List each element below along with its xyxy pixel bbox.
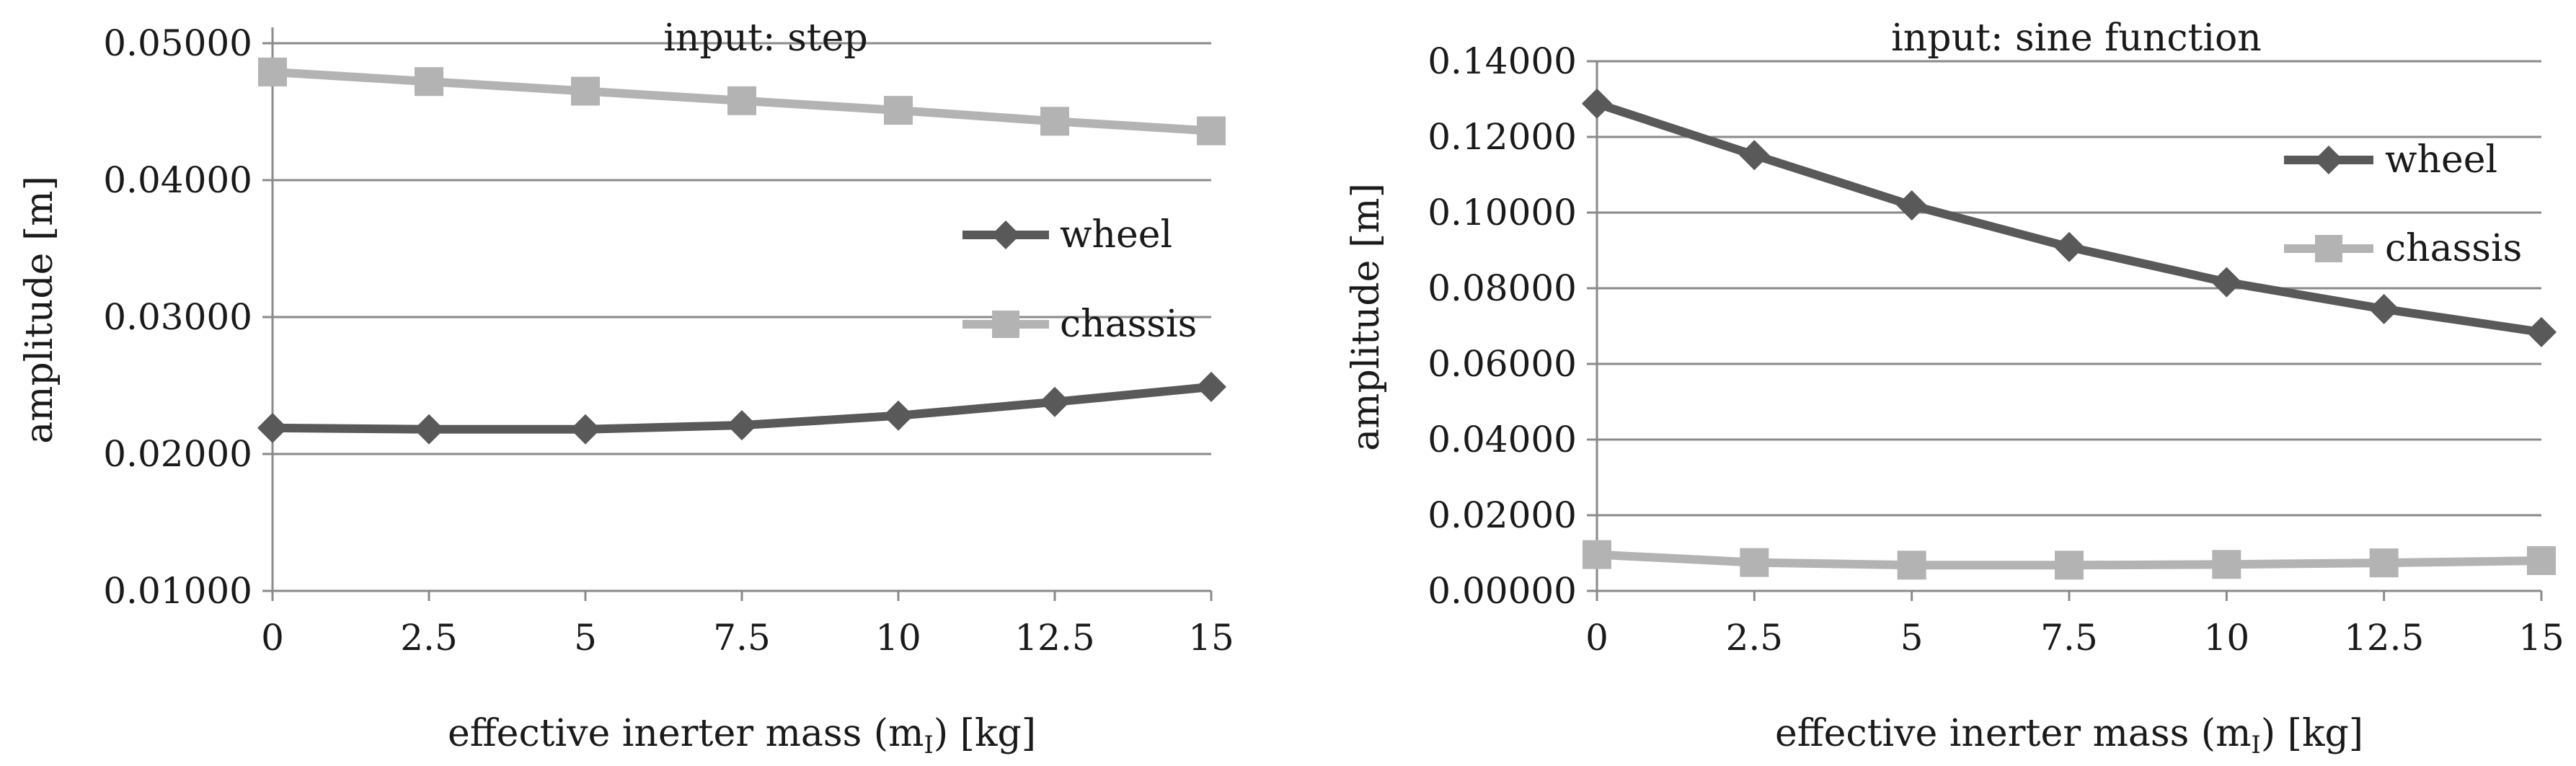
chart-sine-series bbox=[1582, 88, 2557, 580]
chart-step-legend-chassis: chassis bbox=[962, 303, 1197, 346]
chart-step-wheel-point bbox=[883, 400, 913, 431]
chart-sine-legend-chassis-marker bbox=[2315, 235, 2342, 262]
chart-sine-x-tick-label: 15 bbox=[2518, 617, 2564, 659]
chart-sine-legend-wheel-label: wheel bbox=[2385, 138, 2497, 182]
chart-step-chassis-point bbox=[1040, 107, 1069, 136]
chart-sine-wheel-point bbox=[1896, 190, 1927, 221]
chart-sine-wheel-point bbox=[1739, 140, 1770, 171]
chart-sine-wheel-point bbox=[2526, 316, 2557, 347]
chart-sine-chassis-point bbox=[1897, 551, 1926, 580]
chart-sine-x-axis-title: effective inerter mass (mI) [kg] bbox=[1775, 712, 2363, 760]
chart-step-y-tick-label: 0.05000 bbox=[103, 22, 252, 64]
chart-step-legend-chassis-label: chassis bbox=[1060, 303, 1197, 346]
chart-step-legend-wheel-label: wheel bbox=[1060, 213, 1172, 257]
chart-sine-chassis-point bbox=[2369, 548, 2399, 578]
chart-step-legend-chassis-marker bbox=[992, 311, 1019, 338]
chart-step-y-tick-label: 0.03000 bbox=[103, 296, 252, 338]
chart-step-x-axis-title-tail: ) [kg] bbox=[934, 712, 1036, 755]
chart-step-x-axis-title-main: effective inerter mass (m bbox=[448, 712, 924, 755]
chart-sine-y-tick-label: 0.02000 bbox=[1428, 494, 1577, 536]
chart-sine-x-tick-label: 5 bbox=[1900, 617, 1924, 659]
chart-sine-wheel-point bbox=[2368, 293, 2399, 324]
chart-step-legend: wheel chassis bbox=[962, 213, 1197, 346]
chart-step-x-tick-label: 7.5 bbox=[713, 617, 771, 659]
chart-step-wheel-point bbox=[257, 412, 288, 443]
chart-step-y-tick-label: 0.02000 bbox=[103, 433, 252, 475]
chart-step-chassis-point bbox=[571, 76, 600, 106]
chart-sine-y-ticks: 0.00000 0.02000 0.04000 0.06000 0.08000 0.100… bbox=[1428, 40, 1597, 612]
chart-sine-x-axis-title-sub: I bbox=[2251, 731, 2260, 760]
chart-sine-legend-wheel-marker bbox=[2314, 146, 2343, 174]
chart-sine-wheel-point bbox=[1582, 88, 1612, 119]
chart-step-chassis-point bbox=[415, 67, 443, 97]
chart-sine-wheel-point bbox=[2211, 267, 2242, 298]
chart-step-legend-wheel-marker bbox=[991, 221, 1020, 249]
chart-step-title: input: step bbox=[663, 17, 868, 60]
chart-step-wheel-point bbox=[570, 414, 601, 445]
chart-step-x-tick-label: 5 bbox=[574, 617, 597, 659]
chart-step-x-tick-label: 10 bbox=[875, 617, 921, 659]
chart-step-x-tick-label: 12.5 bbox=[1014, 617, 1094, 659]
chart-step-chassis-point bbox=[727, 86, 756, 115]
chart-sine-y-tick-label: 0.00000 bbox=[1428, 570, 1577, 612]
chart-sine-x-tick-label: 7.5 bbox=[2040, 617, 2098, 659]
chart-step-y-tick-label: 0.04000 bbox=[103, 159, 252, 201]
chart-step-x-tick-label: 2.5 bbox=[400, 617, 458, 659]
chart-step-y-tick-label: 0.01000 bbox=[103, 570, 252, 612]
chart-sine: 0.00000 0.02000 0.04000 0.06000 0.08000 0.100… bbox=[1345, 17, 2564, 760]
chart-sine-x-axis-title-tail: ) [kg] bbox=[2261, 712, 2363, 755]
chart-sine-chassis-point bbox=[1740, 548, 1769, 577]
chart-sine-chassis-point bbox=[2055, 551, 2084, 580]
chart-sine-legend-chassis: chassis bbox=[2284, 227, 2522, 270]
chart-step-wheel-point bbox=[727, 410, 757, 441]
chart-step-x-tick-label: 0 bbox=[261, 617, 284, 659]
chart-step-wheel-point bbox=[1196, 371, 1226, 402]
chart-sine-y-tick-label: 0.12000 bbox=[1428, 116, 1577, 158]
chart-sine-gridlines bbox=[1597, 60, 2541, 517]
chart-sine-y-tick-label: 0.06000 bbox=[1428, 343, 1577, 385]
chart-step-x-tick-label: 15 bbox=[1188, 617, 1234, 659]
chart-sine-chassis-point bbox=[2527, 546, 2556, 575]
chart-sine-x-tick-label: 12.5 bbox=[2344, 617, 2424, 659]
chart-sine-legend-wheel: wheel bbox=[2284, 138, 2497, 182]
chart-step-chassis-point bbox=[1197, 116, 1226, 146]
chart-sine-y-tick-label: 0.04000 bbox=[1428, 419, 1577, 460]
chart-sine-y-axis-title: amplitude [m] bbox=[1345, 183, 1388, 451]
chart-step-gridlines bbox=[273, 42, 1211, 455]
chart-sine-y-tick-label: 0.14000 bbox=[1428, 40, 1577, 82]
chart-step-legend-wheel: wheel bbox=[962, 213, 1172, 257]
chart-step-y-axis-title: amplitude [m] bbox=[18, 176, 61, 444]
chart-sine-x-tick-label: 0 bbox=[1585, 617, 1608, 659]
chart-sine-x-axis-title-main: effective inerter mass (m bbox=[1775, 712, 2251, 755]
chart-step-chassis-point bbox=[884, 96, 913, 125]
chart-step-wheel-point bbox=[1040, 386, 1070, 417]
chart-step-y-ticks: 0.01000 0.02000 0.03000 0.04000 0.05000 bbox=[103, 22, 273, 612]
chart-step-x-ticks: 0 2.5 5 7.5 10 12.5 15 bbox=[261, 591, 1234, 659]
chart-step: 0.01000 0.02000 0.03000 0.04000 0.05000 0 2.5… bbox=[18, 17, 1234, 760]
chart-sine-chassis-point bbox=[1583, 540, 1611, 569]
chart-sine-chassis-point bbox=[2212, 550, 2241, 579]
chart-sine-title: input: sine function bbox=[1891, 17, 2262, 60]
chart-step-wheel-point bbox=[414, 414, 444, 445]
chart-sine-y-tick-label: 0.10000 bbox=[1428, 192, 1577, 233]
chart-sine-y-tick-label: 0.08000 bbox=[1428, 267, 1577, 309]
chart-step-series bbox=[257, 57, 1226, 445]
chart-sine-x-tick-label: 10 bbox=[2204, 617, 2250, 659]
chart-sine-legend-chassis-label: chassis bbox=[2385, 227, 2522, 270]
chart-step-x-axis-title-sub: I bbox=[924, 731, 933, 760]
chart-step-x-axis-title: effective inerter mass (mI) [kg] bbox=[448, 712, 1036, 760]
chart-sine-legend: wheel chassis bbox=[2284, 138, 2522, 270]
chart-sine-x-tick-label: 2.5 bbox=[1726, 617, 1784, 659]
chart-sine-wheel-point bbox=[2054, 231, 2084, 262]
chart-sine-x-ticks: 0 2.5 5 7.5 10 12.5 15 bbox=[1585, 591, 2564, 659]
chart-step-chassis-point bbox=[258, 57, 287, 86]
